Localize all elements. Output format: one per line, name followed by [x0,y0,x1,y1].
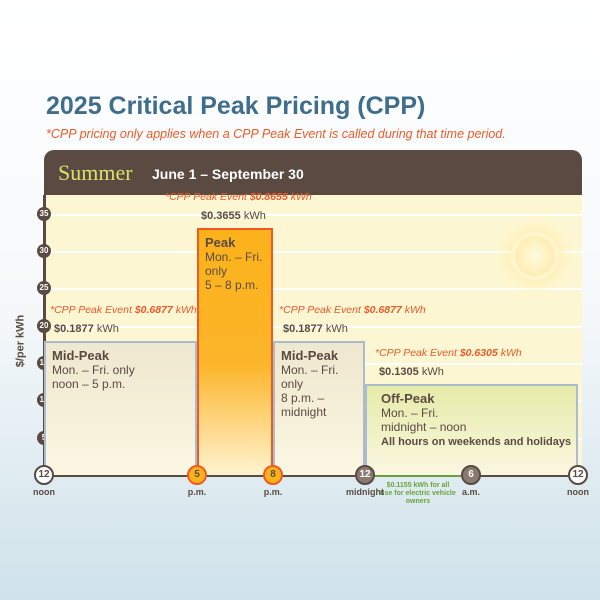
bar-mid-peak: Mid-Peak Mon. – Fri. only 8 p.m. – midnigh… [273,340,365,475]
cpp-event-label: *CPP Peak Event $0.6877 kWh [50,303,197,316]
cpp-event-label: *CPP Peak Event $0.6305 kWh [375,346,522,359]
bar-mid-peak: Mid-Peak Mon. – Fri. only noon – 5 p.m. [44,340,197,475]
ev-rate-note: $0.1155 kWh for all use for electric veh… [380,482,456,505]
x-tick-label: p.m. [263,487,283,497]
gridline [44,325,582,328]
x-tick-label: midnight [346,487,384,497]
bar-days: Mon. – Fri. [381,405,439,420]
price-label: $0.3655 kWh [201,210,266,223]
y-tick-label: 35 [37,206,51,221]
bar-hours: midnight – noon [381,419,467,434]
bar-name: Mid-Peak [52,347,110,363]
x-tick: 12 [355,465,375,485]
bar-extra: All hours on weekends and holidays [381,435,572,448]
price-label: $0.1877 kWh [54,322,119,335]
x-tick-label: noon [33,487,55,497]
season-dates: June 1 – September 30 [152,166,304,182]
season-header: Summer June 1 – September 30 [44,150,582,195]
bar-hours: 5 – 8 p.m. [205,278,259,293]
bar-days: Mon. – Fri. only [281,362,339,391]
x-tick: 12 [34,465,54,485]
x-tick: 6 [461,465,481,485]
bar-name: Mid-Peak [281,347,339,363]
price-label: $0.1877 kWh [283,322,348,335]
x-tick: 8 [263,465,283,485]
price-label: $0.1305 kWh [379,365,444,378]
gridline [44,250,582,253]
gridline [44,213,582,216]
y-axis [43,195,46,477]
bar-name: Off-Peak [381,390,435,406]
gridline [44,288,582,291]
bar-name: Peak [205,235,236,251]
x-tick: 12 [568,465,588,485]
bar-peak: Peak Mon. – Fri. only 5 – 8 p.m. [197,228,273,475]
season: Summer [58,160,133,185]
bar-off-peak: Off-Peak Mon. – Fri. midnight – noon All ho… [365,383,578,475]
sun-icon [515,236,555,276]
y-axis-label: $/per kWh [14,314,27,368]
y-tick-label: 20 [37,318,51,333]
bar-hours: 8 p.m. – midnight [281,390,327,419]
x-tick: 5 [187,465,207,485]
cpp-event-label: *CPP Peak Event $0.6877 kWh [279,303,426,316]
bar-days: Mon. – Fri. only [205,250,263,279]
y-tick-label: 30 [37,243,51,258]
x-axis [44,474,578,477]
y-tick-label: 25 [37,281,51,296]
page-title: 2025 Critical Peak Pricing (CPP) [46,92,426,120]
x-tick-label: noon [567,487,589,497]
ev-period-line [365,474,471,477]
x-tick-label: a.m. [461,487,481,497]
subtitle: *CPP pricing only applies when a CPP Pea… [46,127,506,141]
bar-hours: noon – 5 p.m. [52,376,126,391]
x-tick-label: p.m. [187,487,207,497]
bar-days: Mon. – Fri. only [52,362,135,377]
cpp-event-label: *CPP Peak Event $0.8655 kWh [165,191,312,204]
